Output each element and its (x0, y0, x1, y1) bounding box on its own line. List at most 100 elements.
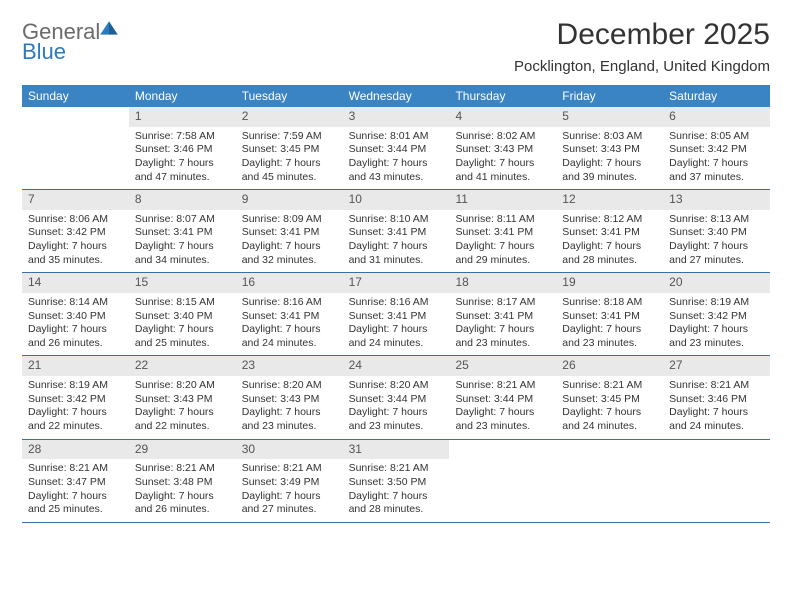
day-ss: Sunset: 3:42 PM (669, 143, 764, 157)
day-d1: Daylight: 7 hours (562, 240, 657, 254)
day-sr: Sunrise: 8:13 AM (669, 213, 764, 227)
day-d1: Daylight: 7 hours (349, 157, 444, 171)
day-sr: Sunrise: 8:19 AM (28, 379, 123, 393)
day-d2: and 23 minutes. (349, 420, 444, 434)
day-cell (556, 440, 663, 522)
day-d2: and 47 minutes. (135, 171, 230, 185)
day-ss: Sunset: 3:41 PM (455, 226, 550, 240)
week-row: 7Sunrise: 8:06 AMSunset: 3:42 PMDaylight… (22, 190, 770, 273)
day-number: 2 (236, 107, 343, 127)
day-ss: Sunset: 3:41 PM (242, 310, 337, 324)
day-number: 12 (556, 190, 663, 210)
day-number: 27 (663, 356, 770, 376)
day-d1: Daylight: 7 hours (28, 406, 123, 420)
day-sr: Sunrise: 8:05 AM (669, 130, 764, 144)
day-cell: 19Sunrise: 8:18 AMSunset: 3:41 PMDayligh… (556, 273, 663, 355)
calendar: SundayMondayTuesdayWednesdayThursdayFrid… (22, 85, 770, 523)
day-d1: Daylight: 7 hours (135, 240, 230, 254)
day-sr: Sunrise: 8:15 AM (135, 296, 230, 310)
day-cell: 30Sunrise: 8:21 AMSunset: 3:49 PMDayligh… (236, 440, 343, 522)
day-d1: Daylight: 7 hours (135, 490, 230, 504)
day-ss: Sunset: 3:42 PM (28, 393, 123, 407)
day-d1: Daylight: 7 hours (135, 323, 230, 337)
day-cell: 20Sunrise: 8:19 AMSunset: 3:42 PMDayligh… (663, 273, 770, 355)
day-number: 13 (663, 190, 770, 210)
day-d2: and 24 minutes. (349, 337, 444, 351)
week-row: 1Sunrise: 7:58 AMSunset: 3:46 PMDaylight… (22, 107, 770, 190)
day-sr: Sunrise: 8:03 AM (562, 130, 657, 144)
day-cell: 7Sunrise: 8:06 AMSunset: 3:42 PMDaylight… (22, 190, 129, 272)
day-d2: and 23 minutes. (455, 420, 550, 434)
day-ss: Sunset: 3:45 PM (562, 393, 657, 407)
day-d2: and 23 minutes. (562, 337, 657, 351)
page-subtitle: Pocklington, England, United Kingdom (514, 58, 770, 75)
day-d1: Daylight: 7 hours (349, 323, 444, 337)
day-sr: Sunrise: 8:14 AM (28, 296, 123, 310)
day-d1: Daylight: 7 hours (349, 490, 444, 504)
day-cell: 17Sunrise: 8:16 AMSunset: 3:41 PMDayligh… (343, 273, 450, 355)
day-ss: Sunset: 3:43 PM (455, 143, 550, 157)
day-ss: Sunset: 3:41 PM (455, 310, 550, 324)
day-d1: Daylight: 7 hours (669, 240, 764, 254)
day-d2: and 35 minutes. (28, 254, 123, 268)
day-ss: Sunset: 3:46 PM (135, 143, 230, 157)
day-number: 15 (129, 273, 236, 293)
day-cell: 27Sunrise: 8:21 AMSunset: 3:46 PMDayligh… (663, 356, 770, 438)
day-sr: Sunrise: 8:20 AM (135, 379, 230, 393)
day-cell: 26Sunrise: 8:21 AMSunset: 3:45 PMDayligh… (556, 356, 663, 438)
day-sr: Sunrise: 8:20 AM (349, 379, 444, 393)
day-sr: Sunrise: 8:20 AM (242, 379, 337, 393)
day-number: 28 (22, 440, 129, 460)
day-cell: 6Sunrise: 8:05 AMSunset: 3:42 PMDaylight… (663, 107, 770, 189)
day-cell: 24Sunrise: 8:20 AMSunset: 3:44 PMDayligh… (343, 356, 450, 438)
day-d2: and 23 minutes. (455, 337, 550, 351)
day-number: 17 (343, 273, 450, 293)
day-number: 5 (556, 107, 663, 127)
day-sr: Sunrise: 8:17 AM (455, 296, 550, 310)
day-ss: Sunset: 3:44 PM (349, 143, 444, 157)
day-number: 26 (556, 356, 663, 376)
day-sr: Sunrise: 8:21 AM (349, 462, 444, 476)
day-cell: 14Sunrise: 8:14 AMSunset: 3:40 PMDayligh… (22, 273, 129, 355)
day-ss: Sunset: 3:46 PM (669, 393, 764, 407)
day-ss: Sunset: 3:47 PM (28, 476, 123, 490)
day-d2: and 27 minutes. (669, 254, 764, 268)
day-cell: 4Sunrise: 8:02 AMSunset: 3:43 PMDaylight… (449, 107, 556, 189)
weekday-header-row: SundayMondayTuesdayWednesdayThursdayFrid… (22, 85, 770, 107)
logo-word-blue: Blue (22, 39, 66, 64)
day-cell: 25Sunrise: 8:21 AMSunset: 3:44 PMDayligh… (449, 356, 556, 438)
day-d2: and 27 minutes. (242, 503, 337, 517)
header: General Blue December 2025 Pocklington, … (22, 18, 770, 75)
day-d2: and 23 minutes. (669, 337, 764, 351)
day-ss: Sunset: 3:40 PM (135, 310, 230, 324)
day-cell: 1Sunrise: 7:58 AMSunset: 3:46 PMDaylight… (129, 107, 236, 189)
weekday-header: Saturday (663, 85, 770, 107)
day-sr: Sunrise: 8:19 AM (669, 296, 764, 310)
day-cell: 31Sunrise: 8:21 AMSunset: 3:50 PMDayligh… (343, 440, 450, 522)
day-number: 4 (449, 107, 556, 127)
day-ss: Sunset: 3:44 PM (455, 393, 550, 407)
day-number: 11 (449, 190, 556, 210)
week-row: 14Sunrise: 8:14 AMSunset: 3:40 PMDayligh… (22, 273, 770, 356)
day-ss: Sunset: 3:40 PM (28, 310, 123, 324)
day-ss: Sunset: 3:41 PM (135, 226, 230, 240)
day-d1: Daylight: 7 hours (28, 240, 123, 254)
day-cell: 2Sunrise: 7:59 AMSunset: 3:45 PMDaylight… (236, 107, 343, 189)
day-number: 8 (129, 190, 236, 210)
day-d2: and 23 minutes. (242, 420, 337, 434)
weekday-header: Tuesday (236, 85, 343, 107)
day-sr: Sunrise: 8:21 AM (669, 379, 764, 393)
day-d1: Daylight: 7 hours (349, 240, 444, 254)
day-d1: Daylight: 7 hours (28, 490, 123, 504)
day-cell (663, 440, 770, 522)
day-number: 21 (22, 356, 129, 376)
weekday-header: Sunday (22, 85, 129, 107)
day-cell: 29Sunrise: 8:21 AMSunset: 3:48 PMDayligh… (129, 440, 236, 522)
day-d2: and 29 minutes. (455, 254, 550, 268)
day-d2: and 28 minutes. (349, 503, 444, 517)
day-ss: Sunset: 3:41 PM (562, 310, 657, 324)
day-d1: Daylight: 7 hours (135, 157, 230, 171)
week-row: 21 Sunrise: 8:19 AMSunset: 3:42 PMDayligh… (22, 356, 770, 439)
day-cell: 10Sunrise: 8:10 AMSunset: 3:41 PMDayligh… (343, 190, 450, 272)
day-number: 1 (129, 107, 236, 127)
